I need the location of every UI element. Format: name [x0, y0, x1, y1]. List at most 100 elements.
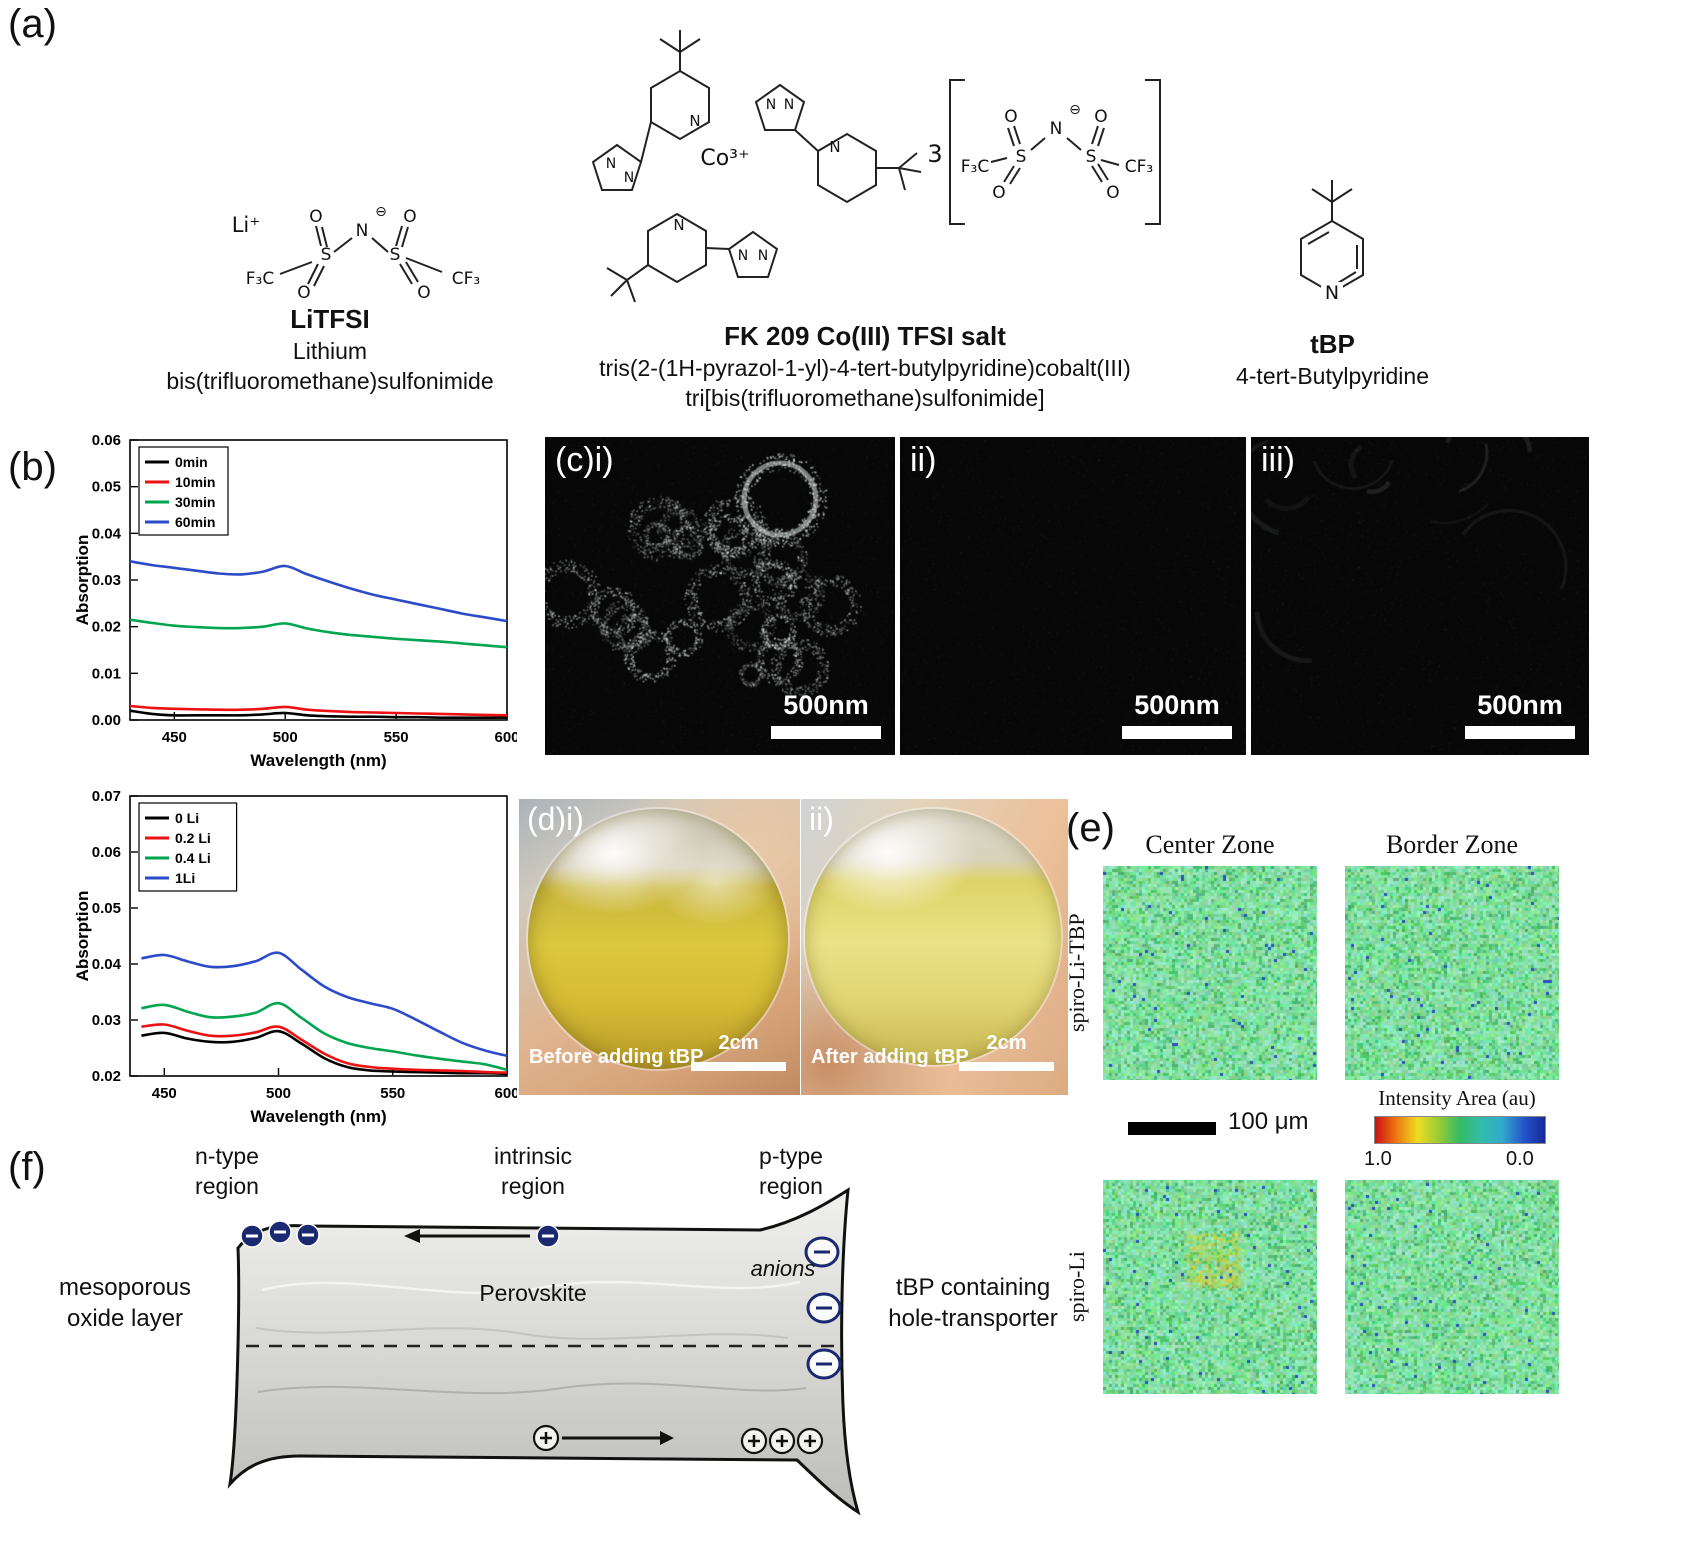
svg-text:550: 550 — [384, 729, 409, 746]
sem-scale-bar — [1122, 726, 1232, 739]
map-scale-text: 100 μm — [1228, 1108, 1309, 1135]
fk209-caption-line: tris(2-(1H-pyrazol-1-yl)-4-tert-butylpyr… — [599, 354, 1131, 381]
svg-text:1Li: 1Li — [175, 870, 195, 886]
svg-text:10min: 10min — [175, 474, 215, 490]
left-bracket — [949, 79, 965, 225]
band-diagram — [227, 1187, 861, 1516]
sem-label-i: (c)i) — [555, 441, 614, 479]
photo-after-tbp: ii) After adding tBP 2cm — [801, 799, 1068, 1095]
atom-n: N — [1325, 282, 1339, 304]
atom-s: S — [321, 245, 332, 265]
svg-text:0.05: 0.05 — [92, 900, 121, 917]
svg-text:500: 500 — [266, 1085, 291, 1102]
center-zone-header: Center Zone — [1145, 830, 1275, 859]
atom-n: N — [1050, 119, 1063, 139]
flask-after — [805, 809, 1061, 1065]
photo-label-dii: ii) — [809, 801, 834, 837]
sem-panel-i: (c)i) 500nm — [545, 437, 895, 755]
cf3-group: F₃C — [246, 269, 274, 289]
litfsi-structure: Li⁺ O O N ⊖ S S O O F₃C CF₃ — [232, 204, 481, 303]
atom-n: N — [689, 112, 700, 130]
svg-text:0.4 Li: 0.4 Li — [175, 850, 211, 866]
atom-n: N — [606, 156, 616, 172]
sem-scale-text: 500nm — [1477, 690, 1563, 720]
svg-text:60min: 60min — [175, 514, 215, 530]
charge-icon: ⊖ — [1069, 102, 1081, 118]
atom-s: S — [1016, 147, 1027, 167]
sem-panel-iii: iii) 500nm — [1251, 437, 1589, 755]
litfsi-caption: LiTFSI Lithium bis(trifluoromethane)sulf… — [130, 303, 530, 397]
sem-image-i — [545, 437, 895, 755]
svg-text:500: 500 — [273, 729, 298, 746]
panel-b-label: (b) — [8, 445, 57, 489]
n-type-region-label: n-type region — [195, 1143, 259, 1199]
svg-text:0.06: 0.06 — [92, 432, 121, 449]
sem-scale-bar — [1465, 726, 1575, 739]
perovskite-label: Perovskite — [479, 1280, 587, 1306]
svg-text:Absorption: Absorption — [73, 891, 92, 982]
tbp-name: tBP — [1310, 329, 1355, 359]
sem-panel-ii: ii) 500nm — [900, 437, 1246, 755]
map-spiro-li-tbp-center — [1103, 866, 1317, 1080]
atom-o: O — [1094, 107, 1107, 127]
atom-n: N — [766, 97, 776, 113]
flask-before — [528, 809, 788, 1069]
intrinsic-region-label: intrinsic region — [494, 1143, 572, 1199]
mesoporous-oxide-label: mesoporous oxide layer — [58, 1274, 192, 1333]
svg-text:450: 450 — [162, 729, 187, 746]
row-label-spiro-li-tbp: spiro-Li-TBP — [1064, 913, 1089, 1033]
sem-label-ii: ii) — [910, 441, 937, 479]
svg-text:600: 600 — [494, 729, 517, 746]
li-cation-label: Li⁺ — [232, 213, 261, 237]
atom-n: N — [829, 138, 840, 156]
svg-text:0 Li: 0 Li — [175, 810, 199, 826]
map-scale-bar — [1128, 1122, 1216, 1135]
litfsi-caption-line: Lithium — [292, 337, 368, 364]
atom-n: N — [673, 216, 684, 234]
tbp-caption: tBP 4-tert-Butylpyridine — [1225, 328, 1440, 392]
atom-o: O — [417, 283, 430, 303]
panel-a-label: (a) — [8, 2, 57, 46]
atom-n: N — [624, 170, 634, 186]
intensity-colorbar — [1374, 1116, 1546, 1144]
litfsi-name: LiTFSI — [290, 304, 370, 334]
fk209-structure: N N N Co³⁺ N N N N N N 3 — [591, 30, 1161, 303]
colorbar-min: 0.0 — [1506, 1148, 1534, 1170]
cf3-group: F₃C — [961, 157, 989, 177]
photo-scale-text: 2cm — [718, 1032, 759, 1054]
svg-text:Absorption: Absorption — [73, 535, 92, 626]
svg-text:0.2 Li: 0.2 Li — [175, 830, 211, 846]
svg-text:0.04: 0.04 — [92, 956, 122, 973]
svg-text:600: 600 — [494, 1085, 517, 1102]
sem-image-ii — [900, 437, 1246, 755]
atom-o: O — [1106, 183, 1119, 203]
atom-n: N — [356, 221, 369, 241]
cf3-group: CF₃ — [452, 269, 480, 289]
svg-text:Wavelength (nm): Wavelength (nm) — [250, 751, 386, 770]
svg-text:0.03: 0.03 — [92, 572, 121, 589]
atom-s: S — [390, 245, 401, 265]
right-bracket — [1145, 79, 1161, 225]
photo-caption-after: After adding tBP — [811, 1046, 969, 1068]
svg-text:0.02: 0.02 — [92, 619, 121, 636]
absorption-vs-time-chart: 0.00 0.01 0.02 0.03 0.04 0.05 0.06 450 500 550 600… — [72, 430, 517, 778]
svg-text:0.00: 0.00 — [92, 712, 121, 729]
sem-scale-text: 500nm — [783, 690, 869, 720]
atom-o: O — [309, 207, 322, 227]
svg-text:550: 550 — [380, 1085, 405, 1102]
photo-scale-bar — [959, 1062, 1054, 1071]
hole-icons — [532, 1424, 824, 1455]
atom-n: N — [784, 97, 794, 113]
svg-text:0.05: 0.05 — [92, 479, 121, 496]
tbp-caption-line: 4-tert-Butylpyridine — [1235, 362, 1430, 389]
svg-text:0.07: 0.07 — [92, 788, 121, 805]
litfsi-caption-line: bis(trifluoromethane)sulfonimide — [166, 367, 494, 394]
photo-caption-before: Before adding tBP — [529, 1046, 704, 1068]
panel-e-label: (e) — [1066, 806, 1115, 850]
svg-text:Wavelength (nm): Wavelength (nm) — [250, 1107, 386, 1126]
charge-icon: ⊖ — [375, 204, 387, 220]
anion-multiplier: 3 — [927, 140, 942, 168]
photo-label-di: (d)i) — [527, 801, 584, 837]
sem-image-iii — [1251, 437, 1589, 755]
